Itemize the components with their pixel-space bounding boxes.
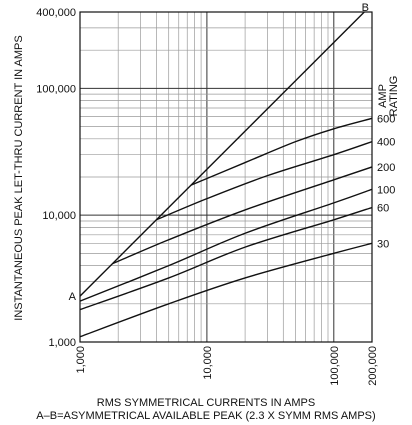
y-axis-label: INSTANTANEOUS PEAK LET-THRU CURRENT IN A…	[13, 35, 25, 320]
series-label-400: 400	[377, 137, 395, 149]
series-label-200: 200	[377, 162, 395, 174]
y-tick-label: 400,000	[36, 7, 76, 19]
labels: 600 400 200 100 60 30 A B 1,000 10,000 100,000 400,…	[36, 2, 395, 386]
series-label-600: 600	[377, 113, 395, 125]
x-axis-label: RMS SYMMETRICAL CURRENTS IN AMPS	[96, 397, 316, 409]
y-tick-label: 100,000	[36, 83, 76, 95]
plot-frame	[79, 11, 373, 343]
x-tick-label: 1,000	[75, 346, 87, 374]
y-tick-label: 1,000	[48, 337, 76, 349]
asymmetrical-note: A–B=ASYMMETRICAL AVAILABLE PEAK (2.3 X S…	[36, 410, 376, 422]
plot-lines	[80, 12, 372, 338]
series-line-100	[80, 188, 372, 302]
point-label-a: A	[69, 291, 77, 303]
asymmetrical-peak-line	[80, 12, 366, 297]
x-tick-label: 200,000	[367, 346, 379, 386]
series-line-200	[112, 166, 372, 265]
x-tick-label: 10,000	[202, 346, 214, 380]
series-line-30	[80, 242, 372, 338]
point-label-b: B	[362, 2, 369, 14]
series-label-30: 30	[377, 238, 389, 250]
legend-title: AMP RATING	[377, 76, 400, 117]
grid	[79, 11, 373, 343]
series-line-400	[156, 140, 372, 221]
series-line-600	[190, 117, 372, 186]
series-line-60	[80, 206, 372, 311]
y-tick-label: 10,000	[42, 210, 76, 222]
series-label-100: 100	[377, 184, 395, 196]
legend-title-line-2: RATING	[388, 76, 400, 117]
legend-title-line-1: AMP	[377, 84, 389, 108]
x-tick-label: 100,000	[329, 346, 341, 386]
series-label-60: 60	[377, 202, 389, 214]
